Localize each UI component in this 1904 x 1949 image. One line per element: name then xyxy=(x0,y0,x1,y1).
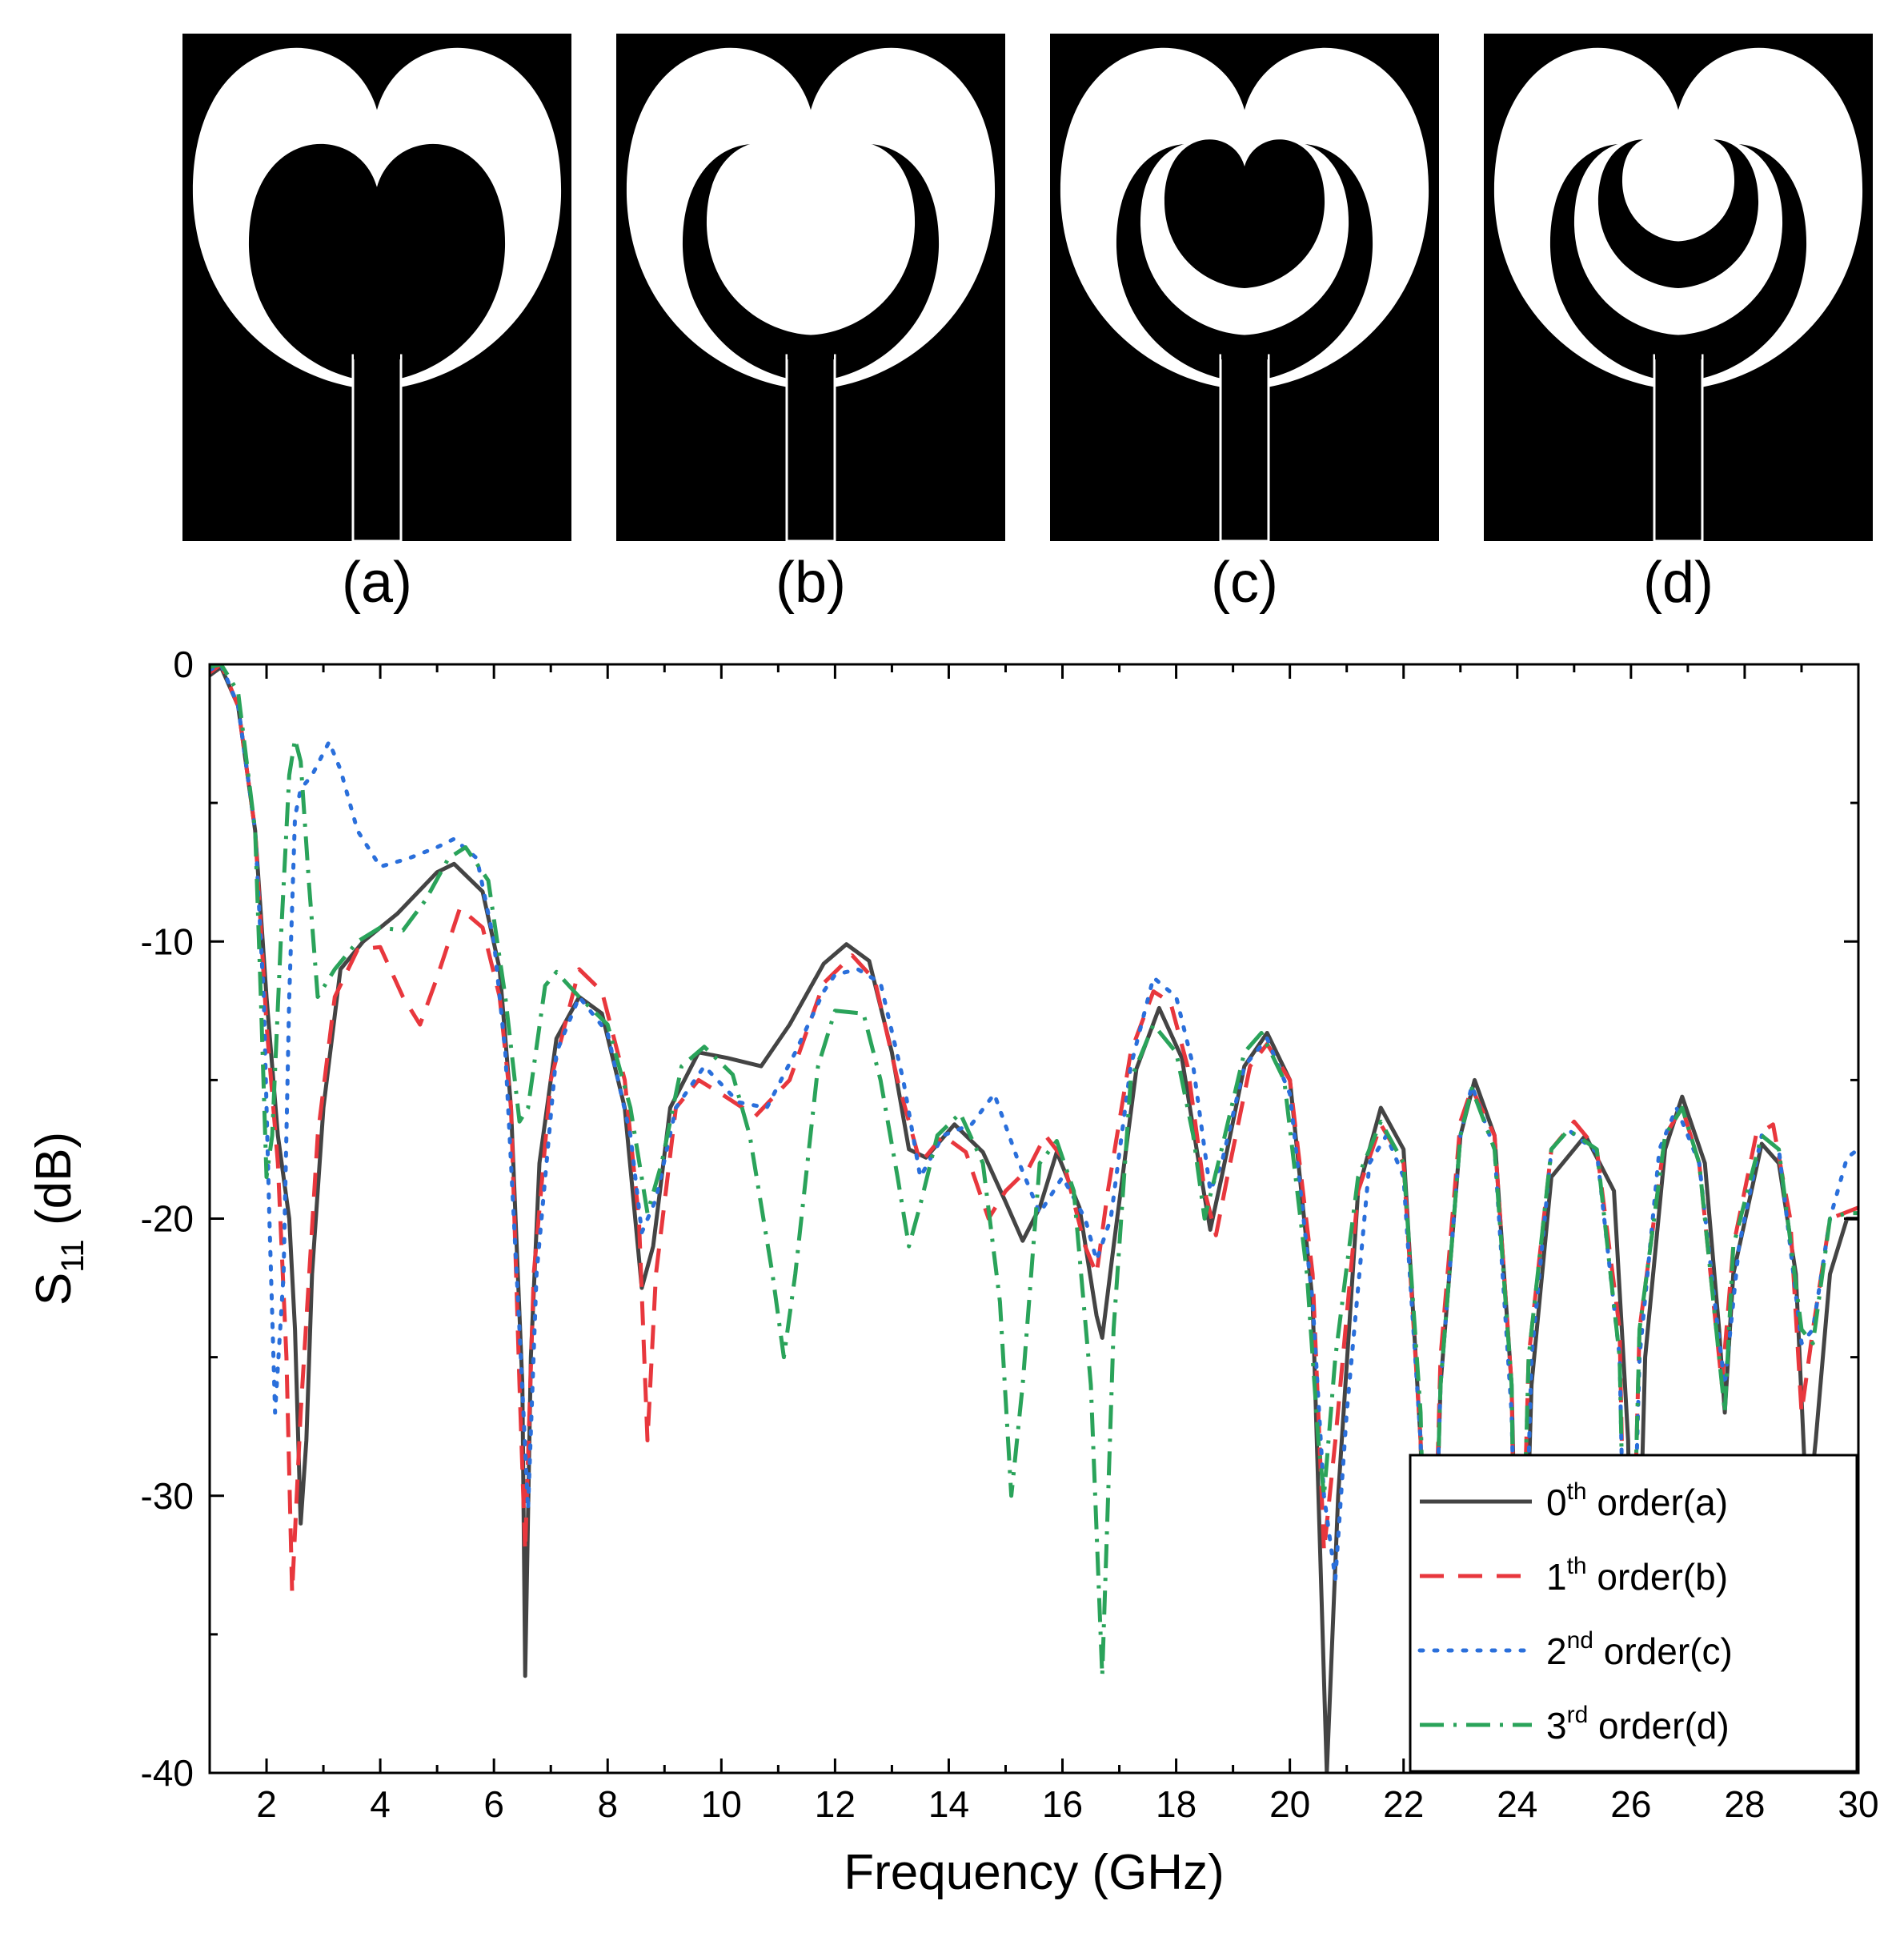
x-tick-label: 30 xyxy=(1838,1783,1878,1825)
x-tick-label: 20 xyxy=(1269,1783,1310,1825)
x-tick-label: 4 xyxy=(370,1783,391,1825)
feed-joint xyxy=(1221,350,1268,359)
x-tick-label: 8 xyxy=(597,1783,618,1825)
antenna-panel xyxy=(182,34,571,541)
y-axis-title: S11 (dB) xyxy=(26,1132,90,1305)
panel-label: (c) xyxy=(1211,551,1278,615)
x-tick-label: 24 xyxy=(1497,1783,1537,1825)
legend-label-0: 0th order(a) xyxy=(1546,1478,1728,1523)
feed-line xyxy=(351,354,403,541)
feed-line xyxy=(1219,354,1270,541)
legend-label-3: 3rd order(d) xyxy=(1546,1702,1730,1746)
y-title-sub: 11 xyxy=(55,1239,90,1273)
s11-chart: 2 4 6 8 10 12 14 16 18 20 22 24 26 28 300-10-20-30-40F… xyxy=(26,644,1879,1900)
y-tick-label: -30 xyxy=(141,1475,194,1517)
y-title-main: S xyxy=(26,1273,82,1305)
legend-label-1: 1th order(b) xyxy=(1546,1553,1728,1598)
antenna-drawing xyxy=(616,34,1005,541)
inner-ring xyxy=(248,143,506,382)
x-tick-label: 12 xyxy=(815,1783,856,1825)
x-tick-label: 26 xyxy=(1610,1783,1651,1825)
x-tick-label: 10 xyxy=(701,1783,742,1825)
x-tick-label: 2 xyxy=(256,1783,277,1825)
x-tick-label: 18 xyxy=(1156,1783,1197,1825)
series-line-2 xyxy=(210,664,1858,1773)
y-title-unit: (dB) xyxy=(26,1132,82,1239)
legend-box xyxy=(1409,1454,1858,1773)
feed-joint xyxy=(788,350,834,359)
x-tick-label: 16 xyxy=(1042,1783,1083,1825)
antenna-panel xyxy=(1050,34,1439,541)
antenna-drawing xyxy=(1484,34,1873,541)
x-tick-label: 22 xyxy=(1383,1783,1424,1825)
legend-label-2: 2nd order(c) xyxy=(1546,1627,1733,1672)
inner-ring xyxy=(706,142,916,335)
panel-label: (a) xyxy=(342,551,412,615)
legend: 0th order(a) 1th order(b) 2nd order(c) 3rd … xyxy=(1409,1454,1858,1773)
antenna-panel xyxy=(616,34,1005,541)
antenna-panel xyxy=(1484,34,1873,541)
x-axis-title: Frequency (GHz) xyxy=(844,1845,1224,1900)
y-tick-label: -20 xyxy=(141,1198,194,1240)
antenna-drawing xyxy=(1050,34,1439,541)
feed-line xyxy=(785,354,836,541)
feed-line xyxy=(1653,354,1704,541)
panel-label: (d) xyxy=(1643,551,1714,615)
x-tick-label: 14 xyxy=(928,1783,969,1825)
antenna-drawing xyxy=(182,34,571,541)
x-tick-label: 28 xyxy=(1724,1783,1765,1825)
x-tick-label: 6 xyxy=(483,1783,504,1825)
y-tick-label: -10 xyxy=(141,920,194,962)
y-tick-label: -40 xyxy=(141,1752,194,1794)
feed-joint xyxy=(354,350,400,359)
y-tick-label: 0 xyxy=(173,644,194,685)
panel-label: (b) xyxy=(776,551,846,615)
inner-ring xyxy=(1164,139,1325,288)
feed-joint xyxy=(1655,350,1702,359)
inner-ring xyxy=(1621,137,1735,242)
